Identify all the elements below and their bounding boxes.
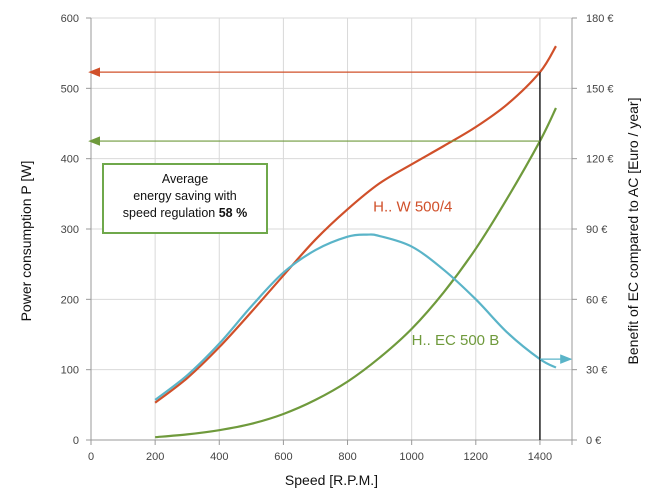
y2-tick-label: 0 € xyxy=(586,435,601,447)
x-tick-label: 0 xyxy=(88,451,94,463)
ec-power-line xyxy=(155,107,557,439)
energy-saving-annotation: Average energy saving with speed regulat… xyxy=(102,163,268,234)
y2-tick-label: 90 € xyxy=(586,224,607,236)
y-tick-label: 300 xyxy=(61,224,79,236)
ac-series-label: H.. W 500/4 xyxy=(373,198,452,215)
x-tick-label: 1000 xyxy=(399,451,423,463)
x-tick-label: 800 xyxy=(338,451,356,463)
y-axis-title: Power consumption P [W] xyxy=(18,161,34,322)
y-tick-label: 0 xyxy=(73,435,79,447)
y2-tick-label: 120 € xyxy=(586,154,614,166)
ac-power-line xyxy=(154,45,557,404)
annotation-saving-value: 58 % xyxy=(218,206,248,220)
y-tick-label: 100 xyxy=(61,365,79,377)
y-tick-label: 200 xyxy=(61,294,79,306)
annotation-line-2: energy saving with xyxy=(133,189,237,203)
y-tick-label: 400 xyxy=(61,154,79,166)
series xyxy=(154,45,557,439)
x-tick-label: 1400 xyxy=(528,451,552,463)
x-tick-label: 200 xyxy=(146,451,164,463)
y2-tick-label: 150 € xyxy=(586,83,614,95)
labels: Speed [R.P.M.] Power consumption P [W] Ben… xyxy=(18,98,641,488)
x-tick-label: 600 xyxy=(274,451,292,463)
grid xyxy=(90,17,572,441)
ec-benefit-line xyxy=(154,233,557,401)
annotation-line-3: speed regulation 58 % xyxy=(104,205,266,222)
annotation-line-1: Average xyxy=(161,172,209,186)
y2-tick-label: 30 € xyxy=(586,365,607,377)
y2-tick-label: 60 € xyxy=(586,294,607,306)
x-axis-title: Speed [R.P.M.] xyxy=(285,472,378,488)
axes: 0 100 200 300 400 500 600 0 € 30 € 60 € 90 € 120 € 1… xyxy=(61,13,614,463)
x-tick-label: 400 xyxy=(210,451,228,463)
y2-axis-title: Benefit of EC compared to AC [Euro / yea… xyxy=(625,98,641,365)
y2-tick-label: 180 € xyxy=(586,13,614,25)
ec-series-label: H.. EC 500 B xyxy=(412,332,500,349)
x-tick-label: 1200 xyxy=(464,451,488,463)
reference-lines xyxy=(88,67,573,440)
annotation-line-3-text: speed regulation xyxy=(122,206,219,220)
y-tick-label: 500 xyxy=(61,83,79,95)
y-tick-label: 600 xyxy=(61,13,79,25)
